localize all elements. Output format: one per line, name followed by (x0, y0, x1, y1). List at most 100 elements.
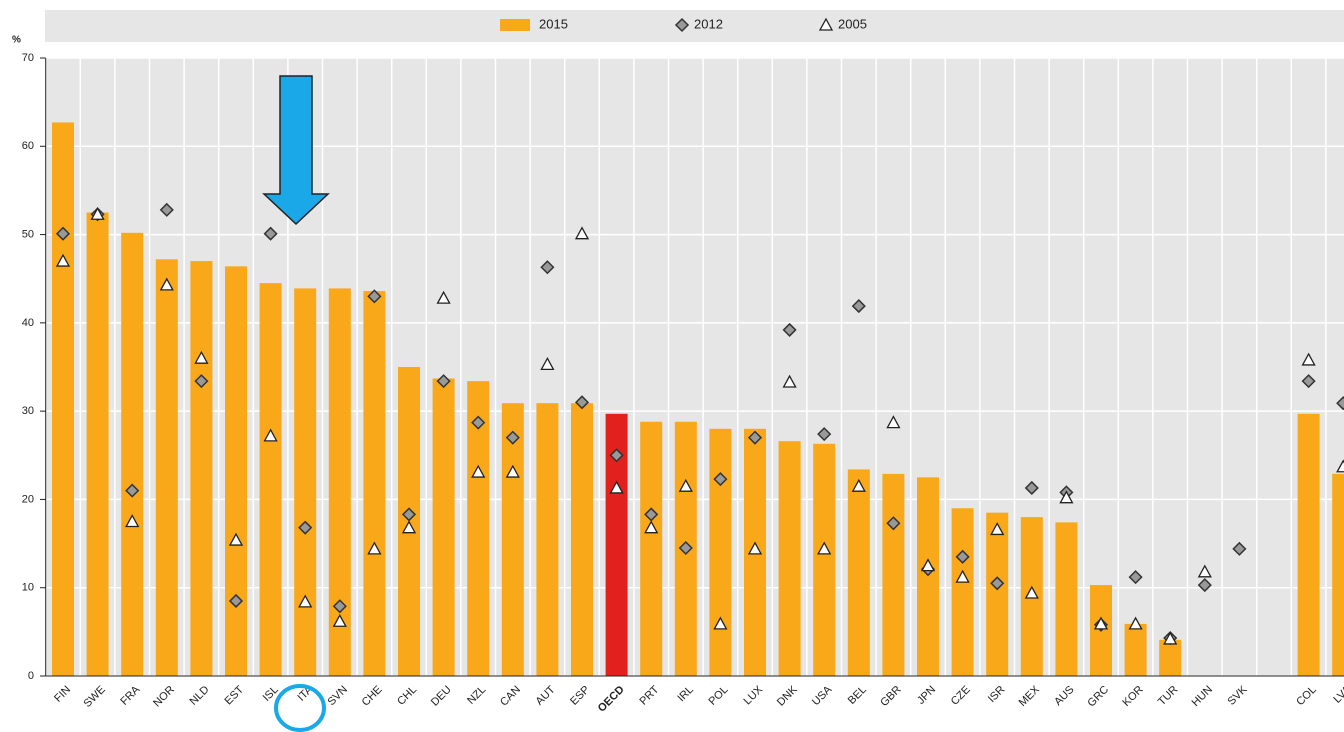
bar (951, 508, 974, 676)
x-tick-label: SWE (82, 684, 108, 710)
triangle-marker (851, 478, 866, 492)
triangle-marker (1128, 616, 1143, 630)
bar (294, 288, 317, 676)
bar (847, 469, 870, 676)
triangle-marker (263, 428, 278, 442)
triangle-marker (1336, 459, 1344, 473)
x-tick-label: ISR (986, 684, 1007, 705)
triangle-marker (1024, 585, 1039, 599)
legend-swatch (500, 19, 530, 31)
triangle-marker (228, 532, 244, 546)
x-tick-label: DNK (775, 683, 800, 708)
diamond-marker (886, 516, 901, 531)
bar (259, 283, 282, 676)
bar (1055, 522, 1078, 676)
legend-swatch (674, 17, 690, 33)
x-tick-label: SVK (1226, 683, 1251, 708)
diamond-marker (990, 576, 1005, 591)
diamond-marker (367, 289, 382, 304)
x-tick-label: CAN (498, 684, 523, 709)
legend-label: 2015 (539, 16, 568, 31)
bar (155, 259, 178, 676)
bar (640, 421, 663, 676)
triangle-marker (782, 374, 797, 388)
diamond-marker (1301, 374, 1316, 389)
triangle-marker (1163, 631, 1178, 645)
bar (121, 232, 144, 676)
diamond-marker (55, 226, 71, 241)
y-tick-label: 40 (22, 317, 34, 329)
bar (190, 261, 213, 676)
triangle-marker (332, 613, 347, 627)
x-tick-label: AUT (534, 683, 558, 707)
x-tick-label: IRL (675, 684, 696, 705)
y-axis-label: % (12, 35, 21, 46)
triangle-marker (1093, 616, 1109, 630)
x-tick-label: FIN (52, 684, 73, 705)
triangle-marker (713, 616, 728, 630)
diamond-marker (747, 430, 763, 445)
triangle-marker (298, 594, 313, 608)
y-tick-label: 20 (22, 493, 34, 505)
triangle-marker (886, 415, 901, 429)
x-tick-label: GBR (878, 684, 903, 709)
x-tick-label: POL (707, 684, 731, 708)
diamond-marker (436, 374, 451, 389)
x-tick-label: FRA (118, 683, 143, 708)
x-tick-label: CZE (949, 684, 973, 708)
diamond-marker (540, 260, 555, 275)
bar (605, 413, 628, 676)
triangle-marker (55, 253, 71, 267)
x-tick-label: COL (1294, 684, 1318, 708)
triangle-marker (1301, 352, 1316, 366)
y-tick-label: 30 (22, 405, 34, 417)
bar (328, 288, 351, 676)
bar (225, 266, 247, 676)
x-tick-label: DEU (429, 684, 454, 709)
x-tick-label: ESP (568, 684, 592, 708)
x-tick-label: EST (223, 684, 247, 708)
x-tick-label: AUS (1052, 684, 1076, 708)
y-tick-label: 50 (22, 228, 34, 240)
diamond-marker (471, 415, 486, 430)
diamond-marker (1232, 541, 1247, 556)
triangle-marker (125, 514, 140, 528)
triangle-marker (920, 558, 936, 572)
x-tick-label: BEL (846, 684, 869, 707)
triangle-marker (194, 350, 209, 364)
x-tick-label: CHL (395, 684, 419, 708)
diamond-marker (125, 483, 140, 498)
x-tick-label: GRC (1085, 684, 1111, 710)
diamond-marker (609, 448, 624, 463)
x-tick-label: LVA (1331, 683, 1344, 706)
bar (1124, 623, 1147, 676)
triangle-marker (540, 356, 555, 371)
x-tick-label: NOR (151, 684, 177, 710)
y-tick-label: 10 (22, 582, 34, 594)
bar (917, 477, 939, 676)
legend-band (45, 10, 1344, 42)
bar (709, 428, 732, 676)
bar (501, 403, 524, 676)
diamond-marker (298, 520, 313, 535)
bar (986, 512, 1009, 676)
triangle-marker (436, 290, 451, 304)
triangle-marker (1059, 490, 1074, 504)
diamond-marker (1197, 578, 1212, 593)
diamond-marker (574, 395, 590, 410)
triangle-marker (159, 277, 174, 291)
diamond-marker (505, 430, 520, 445)
bar (467, 381, 490, 676)
legend-label: 2005 (838, 16, 867, 31)
x-tick-label: HUN (1190, 684, 1215, 709)
triangle-marker (90, 206, 105, 220)
diamond-marker (678, 540, 693, 556)
x-tick-label: USA (810, 683, 835, 708)
x-tick-label: NLD (188, 684, 212, 708)
triangle-marker (505, 464, 520, 478)
triangle-marker (1197, 564, 1212, 578)
highlight-circle (274, 684, 326, 732)
triangle-marker (955, 569, 970, 583)
triangle-marker (817, 541, 832, 555)
